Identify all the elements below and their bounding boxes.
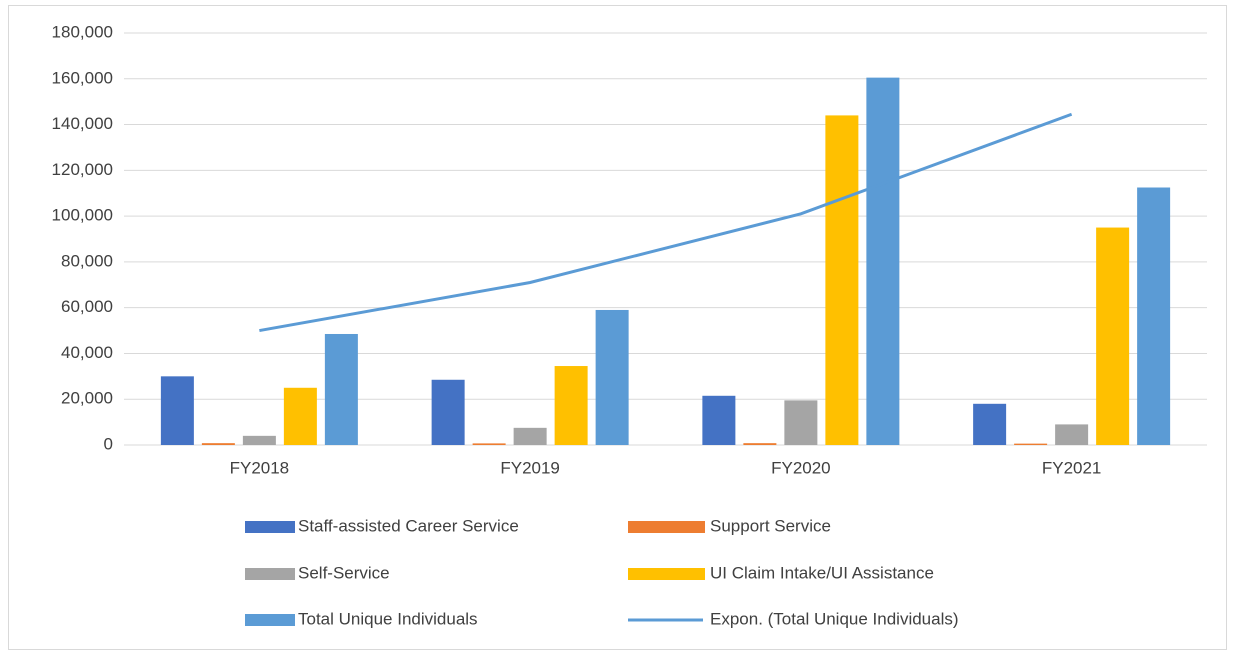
legend-label: Support Service [710,516,831,535]
bar [1137,187,1171,445]
y-tick-label: 40,000 [61,343,113,362]
bar [595,309,629,445]
legend-label: Expon. (Total Unique Individuals) [710,609,959,628]
y-tick-label: 180,000 [52,22,113,41]
bar [825,115,859,446]
y-tick-label: 80,000 [61,251,113,270]
bar [784,400,818,445]
bar [1014,443,1048,445]
bar [431,379,465,445]
legend-swatch [628,568,705,580]
x-tick-label: FY2020 [771,458,831,477]
bar [702,395,736,445]
legend-swatch [628,521,705,533]
bar [201,443,235,445]
y-tick-label: 160,000 [52,68,113,87]
bar [973,403,1007,445]
y-tick-label: 0 [104,434,113,453]
trend-line [259,112,1073,333]
bar [866,77,900,445]
bar [242,435,276,445]
legend-swatch [245,568,295,580]
bar [1055,424,1089,445]
legend-label: Staff-assisted Career Service [298,516,519,535]
y-tick-label: 60,000 [61,297,113,316]
bar [160,376,194,445]
bar [283,387,317,445]
legend-label: UI Claim Intake/UI Assistance [710,563,934,582]
y-tick-label: 100,000 [52,206,113,225]
legend-swatch [245,521,295,533]
bar [1096,227,1130,445]
bar [743,443,777,445]
y-tick-label: 140,000 [52,114,113,133]
bar [324,333,358,445]
x-tick-label: FY2019 [500,458,560,477]
x-tick-label: FY2018 [230,458,290,477]
bar [472,443,506,445]
legend-swatch [245,614,295,626]
legend-label: Total Unique Individuals [298,609,478,628]
bar [554,366,588,445]
legend-label: Self-Service [298,563,390,582]
y-tick-label: 120,000 [52,160,113,179]
bar [513,427,547,445]
y-tick-label: 20,000 [61,389,113,408]
x-tick-label: FY2021 [1042,458,1102,477]
